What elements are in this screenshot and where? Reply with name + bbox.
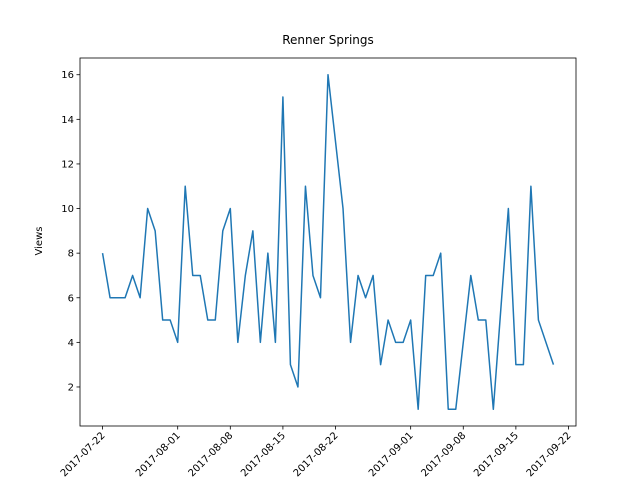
y-tick-label: 14 xyxy=(61,115,74,126)
plot-frame xyxy=(79,57,577,427)
y-tick-label: 16 xyxy=(61,70,74,81)
y-axis-label: Views xyxy=(34,227,45,256)
y-tick-label: 12 xyxy=(61,159,74,170)
y-tick-label: 6 xyxy=(68,293,74,304)
chart-title: Renner Springs xyxy=(282,33,374,47)
y-tick-label: 10 xyxy=(61,204,74,215)
y-tick-label: 8 xyxy=(68,249,74,260)
y-tick-label: 4 xyxy=(68,338,74,349)
y-tick-label: 2 xyxy=(68,382,74,393)
line-series xyxy=(101,73,555,411)
